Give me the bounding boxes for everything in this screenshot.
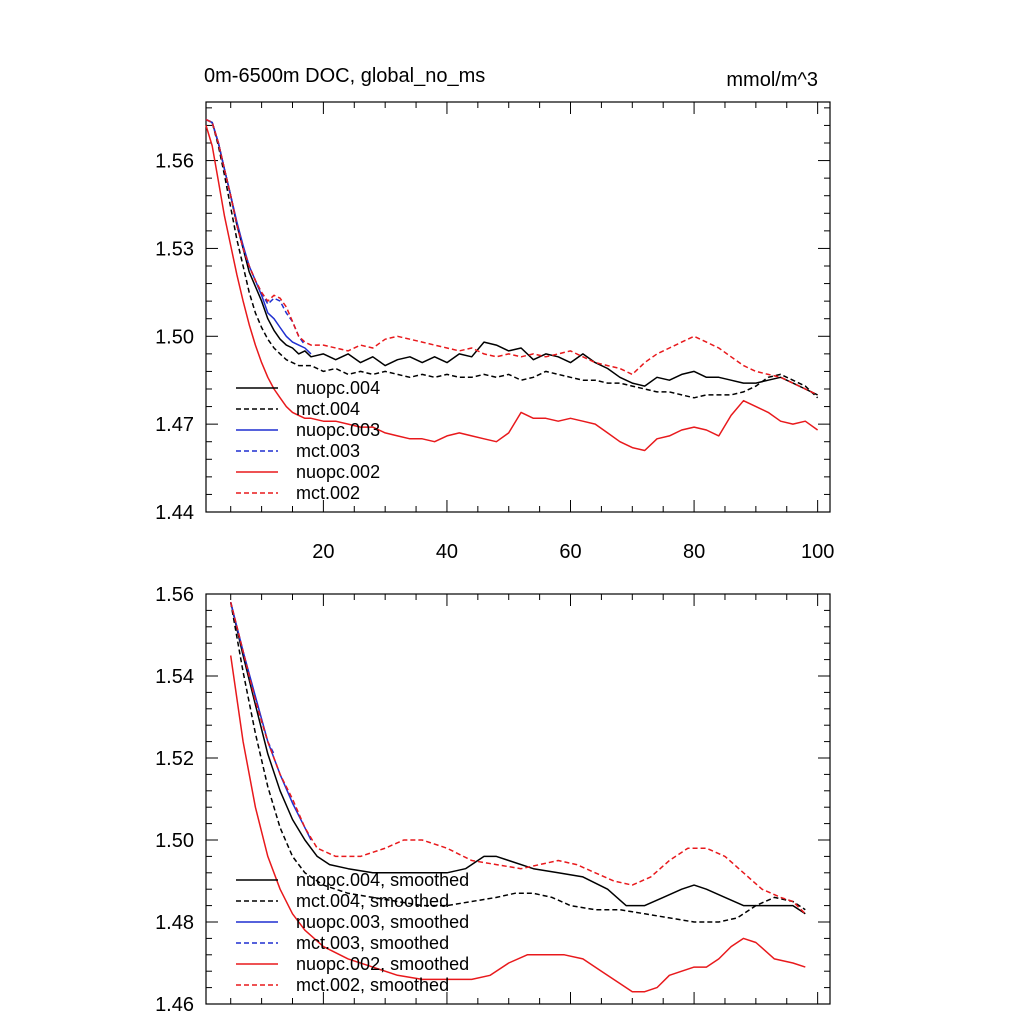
y-tick-label: 1.47 <box>155 414 194 436</box>
legend-label: mct.002, smoothed <box>296 975 449 995</box>
y-tick-label: 1.50 <box>155 830 194 852</box>
series-line-nuopc-002 <box>205 125 819 452</box>
series-line-nuopc-002-smoothed <box>229 655 806 993</box>
y-tick-label: 1.50 <box>155 326 194 348</box>
y-tick-label: 1.44 <box>155 502 194 524</box>
y-tick-label: 1.52 <box>155 748 194 770</box>
x-tick-label: 80 <box>683 541 705 563</box>
legend-label: mct.003 <box>296 441 360 461</box>
series-line-mct-002 <box>205 118 818 396</box>
series-line-mct-004-smoothed <box>229 602 806 923</box>
legend-label: nuopc.002 <box>296 462 380 482</box>
plot-frame <box>205 101 831 513</box>
legend-label: mct.002 <box>296 483 360 503</box>
legend-label: nuopc.003 <box>296 420 380 440</box>
legend-label: nuopc.003, smoothed <box>296 912 469 932</box>
y-tick-label: 1.48 <box>155 912 194 934</box>
bottom-panel: 1.46 1.48 1.50 1.52 1.54 1.56 nuopc.004, smoot… <box>155 584 831 1016</box>
legend-label: nuopc.004, smoothed <box>296 870 469 890</box>
y-tick-label: 1.53 <box>155 238 194 260</box>
plot-frame <box>205 593 831 1005</box>
legend-label: nuopc.002, smoothed <box>296 954 469 974</box>
series-line-nuopc-004 <box>205 118 818 396</box>
units-label: mmol/m^3 <box>726 69 818 91</box>
legend-label: mct.003, smoothed <box>296 933 449 953</box>
series-line-nuopc-004-smoothed <box>229 602 806 915</box>
series-line-mct-002-smoothed <box>229 602 806 915</box>
y-tick-label: 1.54 <box>155 666 194 688</box>
y-tick-label: 1.56 <box>155 151 194 173</box>
series-line-nuopc-003-smoothed <box>229 602 312 841</box>
x-tick-label: 20 <box>312 541 334 563</box>
x-tick-label: 60 <box>559 541 581 563</box>
y-tick-label: 1.46 <box>155 994 194 1016</box>
x-tick-label: 40 <box>436 541 458 563</box>
x-tick-label: 100 <box>801 541 834 563</box>
top-panel: 0m-6500m DOC, global_no_ms mmol/m^3 1.44… <box>155 65 834 563</box>
legend-label: mct.004, smoothed <box>296 891 449 911</box>
legend-label: mct.004 <box>296 399 360 419</box>
series-line-mct-004 <box>205 118 819 399</box>
y-tick-label: 1.56 <box>155 584 194 606</box>
chart-title: 0m-6500m DOC, global_no_ms <box>204 65 485 87</box>
legend-label: nuopc.004 <box>296 378 380 398</box>
